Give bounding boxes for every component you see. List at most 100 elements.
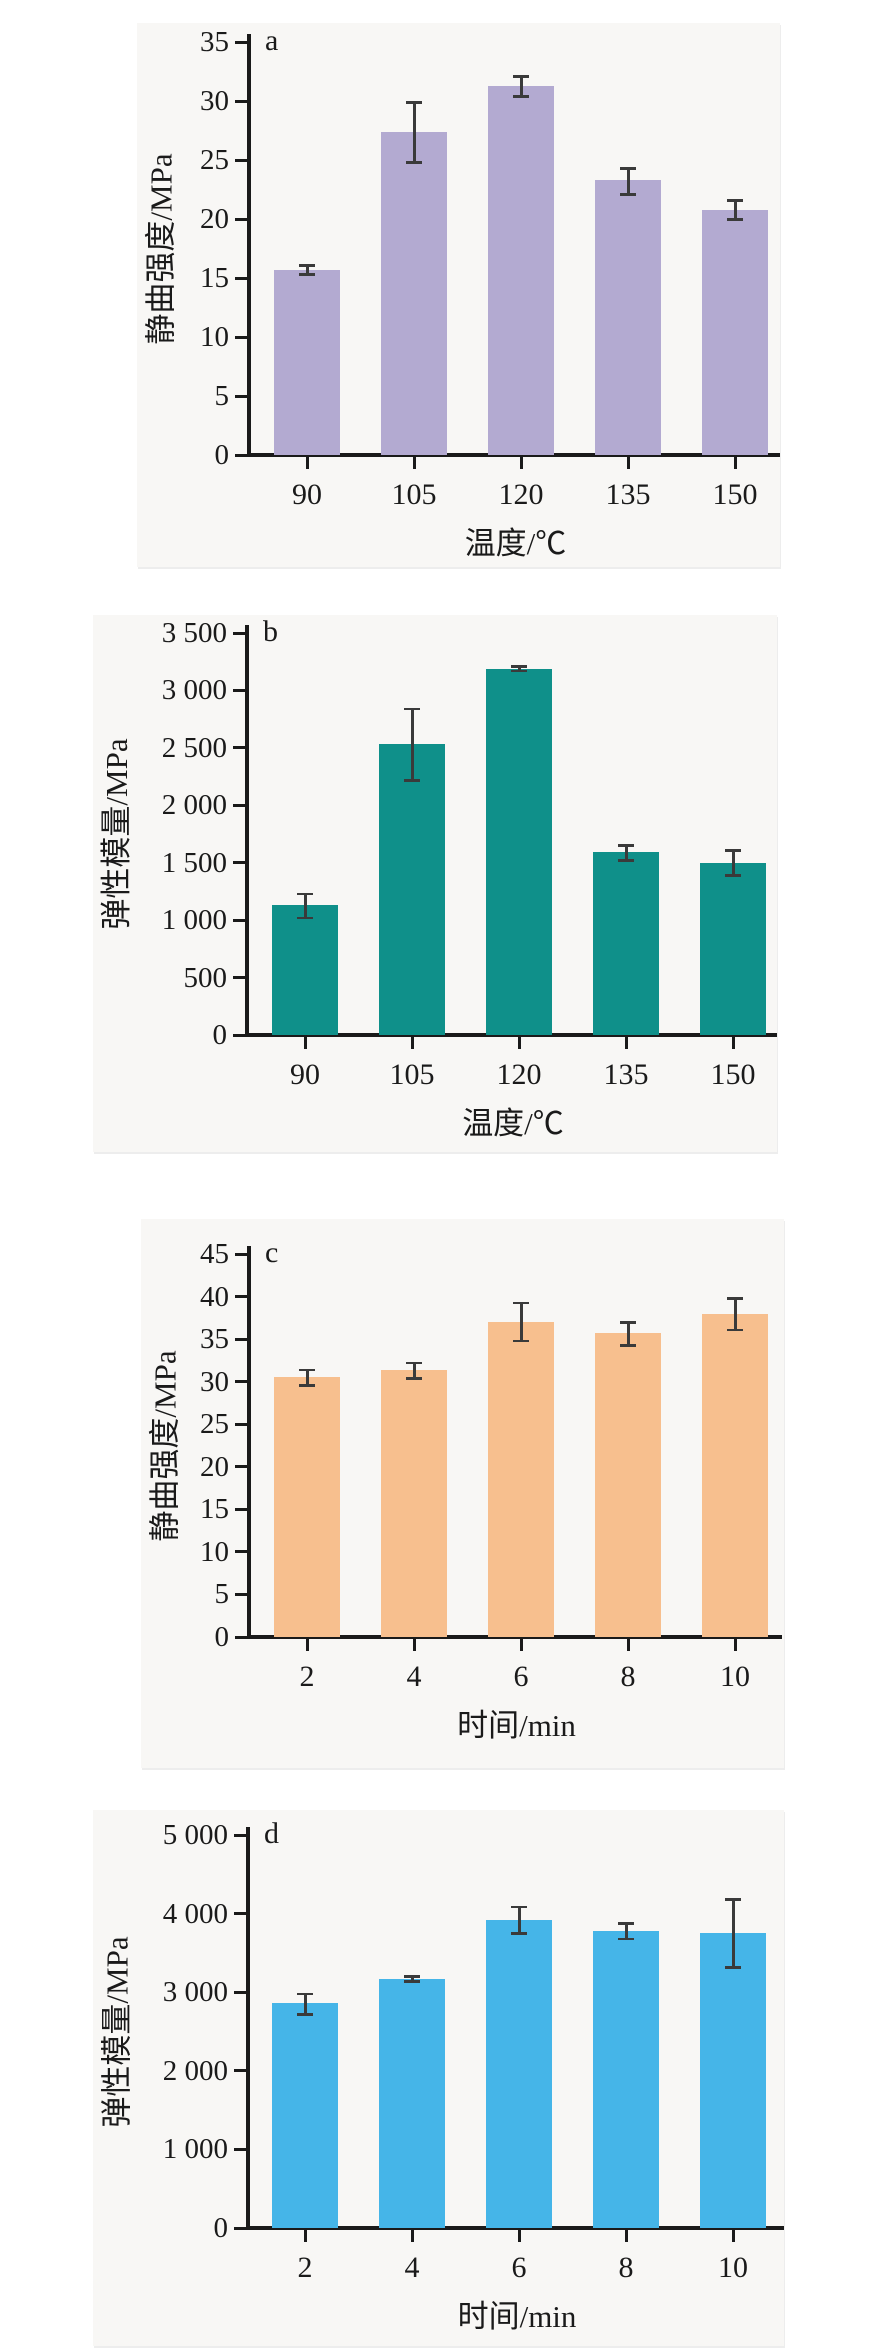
bar-120 [488, 85, 554, 455]
error-bar-cap-bottom [406, 1377, 422, 1380]
x-tick-mark [305, 1639, 309, 1651]
x-axis-line [246, 2226, 784, 2230]
chart-panel-b: 3 500 3 000 2 500 2 000 1 500 1 000 500 0 90 105 1… [93, 615, 777, 1152]
error-bar-line [518, 1906, 521, 1934]
y-tick-label: 10 [200, 1535, 229, 1568]
y-tick-mark [234, 1990, 246, 1994]
error-bar-cap-top [511, 665, 527, 668]
x-tick-label: 120 [496, 1058, 542, 1091]
error-bar-cap-bottom [404, 779, 420, 782]
x-tick-label: 4 [406, 1660, 422, 1693]
bar-2 [272, 2003, 338, 2228]
error-bar-cap-top [299, 264, 315, 267]
error-bar-line [627, 1322, 630, 1346]
y-tick-mark [233, 688, 245, 692]
bar-10 [702, 1313, 768, 1637]
x-tick-label: 10 [720, 1660, 750, 1693]
y-tick-mark [235, 40, 247, 44]
y-tick-mark [235, 1635, 247, 1639]
y-tick-label: 10 [200, 321, 229, 353]
y-tick-mark [234, 2069, 246, 2073]
error-bar-cap-top [299, 1368, 315, 1372]
chart-panel-c: 45 40 35 30 25 20 15 10 5 0 2 4 6 8 10 时间/min 静曲强度/MPa c [141, 1219, 784, 1768]
x-tick-label: 120 [498, 478, 544, 511]
y-axis-line [246, 1827, 250, 2230]
y-tick-label: 35 [200, 1323, 229, 1356]
error-bar-cap-top [618, 1922, 634, 1925]
y-tick-label: 0 [214, 1621, 230, 1653]
error-bar-line [625, 845, 628, 861]
error-bar-cap-bottom [620, 1344, 636, 1347]
error-bar-cap-bottom [618, 859, 634, 862]
error-bar-cap-bottom [727, 1328, 743, 1332]
y-tick-label: 25 [200, 144, 229, 176]
error-bar-line [411, 1976, 414, 1982]
y-tick-mark [235, 99, 247, 103]
y-tick-label: 5 [214, 1578, 230, 1611]
x-tick-label: 135 [603, 1058, 649, 1091]
y-tick-mark [235, 1465, 247, 1469]
x-tick-label: 135 [605, 478, 651, 511]
x-axis-title: 温度/℃ [462, 1106, 564, 1141]
y-tick-label: 3 500 [161, 617, 227, 649]
y-tick-mark [235, 1592, 247, 1596]
x-tick-mark [303, 1037, 307, 1049]
x-tick-mark [412, 457, 416, 469]
error-bar-line [304, 1993, 307, 2015]
y-axis-title: 静曲强度/MPa [143, 152, 178, 345]
y-tick-label: 500 [183, 961, 228, 994]
x-tick-mark [305, 457, 309, 469]
y-tick-mark [233, 918, 245, 922]
bar-150 [702, 209, 768, 455]
error-bar-line [520, 76, 523, 97]
y-tick-label: 35 [200, 26, 229, 58]
bar-135 [595, 180, 661, 455]
x-tick-label: 105 [389, 1058, 435, 1091]
y-tick-label: 20 [200, 1450, 229, 1483]
y-tick-label: 2 000 [162, 2054, 228, 2087]
y-tick-mark [235, 217, 247, 221]
x-tick-mark [519, 1639, 523, 1651]
y-tick-label: 20 [200, 203, 229, 235]
chart-panel-d: 5 000 4 000 3 000 2 000 1 000 0 2 4 6 8 10 时间/min 弹性… [93, 1810, 784, 2346]
error-bar-cap-top [513, 75, 529, 78]
x-axis-title: 温度/℃ [464, 526, 567, 561]
x-tick-label: 8 [620, 1660, 636, 1693]
bar-120 [486, 668, 552, 1035]
y-tick-mark [233, 746, 245, 750]
x-tick-mark [733, 457, 737, 469]
bar-135 [593, 852, 659, 1035]
error-bar-line [520, 1302, 523, 1341]
x-axis-title: 时间/min [457, 2299, 577, 2334]
bar-10 [700, 1933, 766, 2228]
error-bar-cap-top [297, 892, 313, 896]
y-tick-mark [235, 335, 247, 339]
error-bar-cap-bottom [727, 218, 743, 221]
x-tick-label: 2 [299, 1660, 315, 1693]
y-tick-mark [235, 276, 247, 280]
bar-150 [700, 862, 766, 1035]
x-axis-line [245, 1033, 777, 1037]
chart-panel-a: 35 30 25 20 15 10 5 0 90 105 120 135 150 温度/℃ 静曲强度/MPa… [137, 23, 780, 567]
y-tick-label: 30 [200, 1365, 229, 1398]
error-bar-line [304, 893, 307, 918]
error-bar-cap-bottom [406, 161, 422, 164]
x-tick-label: 150 [712, 478, 758, 511]
error-bar-cap-bottom [513, 1339, 529, 1343]
error-bar-cap-top [404, 707, 420, 711]
error-bar-cap-top [725, 849, 741, 852]
error-bar-line [627, 168, 630, 195]
error-bar-cap-top [727, 199, 743, 202]
error-bar-line [306, 1369, 309, 1386]
error-bar-cap-top [511, 1905, 527, 1909]
y-tick-mark [235, 1507, 247, 1511]
y-tick-mark [234, 1833, 246, 1837]
y-tick-mark [235, 453, 247, 457]
x-tick-mark [624, 2230, 628, 2242]
error-bar-cap-top [297, 1992, 313, 1996]
x-tick-label: 6 [511, 2251, 527, 2284]
x-tick-label: 105 [391, 478, 437, 511]
error-bar-cap-top [620, 167, 636, 170]
x-axis-line [247, 1635, 782, 1639]
y-tick-label: 0 [213, 2212, 229, 2244]
